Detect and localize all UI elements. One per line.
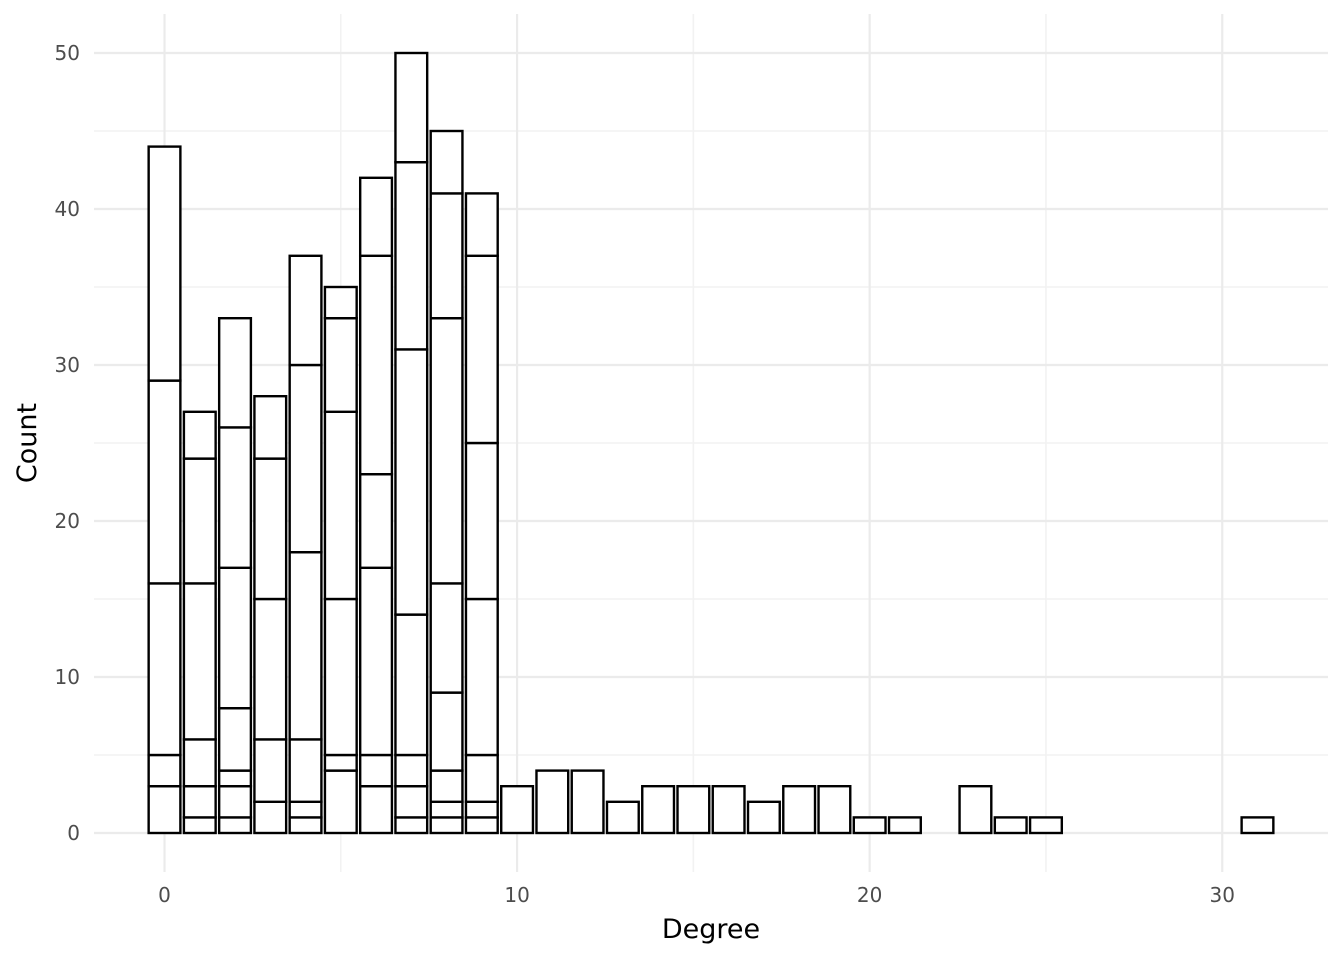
bar-segment <box>1028 816 1064 835</box>
bar-segment <box>429 816 464 835</box>
bar-segment <box>288 254 323 367</box>
bar-segment <box>500 785 535 835</box>
bar-segment <box>429 129 464 195</box>
bar-segment <box>323 317 358 414</box>
bar-segment <box>147 785 182 835</box>
bar-segment <box>394 348 429 616</box>
y-tick-label: 10 <box>55 665 80 689</box>
bar-segment <box>429 769 464 803</box>
bar-segment <box>394 816 429 835</box>
bar-segment <box>217 707 253 772</box>
bar-segment <box>288 800 323 819</box>
bar-segment <box>217 816 253 835</box>
bars <box>147 51 1275 835</box>
bar-segment <box>253 738 288 804</box>
bar-segment <box>323 769 358 835</box>
bar-segment <box>182 816 217 835</box>
bar-segment <box>394 160 429 351</box>
bar-segment <box>394 51 429 164</box>
bar-segment <box>288 363 323 554</box>
y-tick-label: 20 <box>55 509 80 533</box>
bar-segment <box>464 597 499 757</box>
bar-segment <box>358 254 394 476</box>
y-tick-label: 30 <box>55 353 80 377</box>
bar-segment <box>429 691 464 772</box>
bar-segment <box>253 457 288 601</box>
bar-segment <box>182 582 217 741</box>
bar-segment <box>217 769 253 788</box>
bar-segment <box>535 769 570 835</box>
bar-segment <box>182 785 217 819</box>
y-axis-title: Count <box>12 403 43 483</box>
bar-segment <box>182 457 217 585</box>
bar-segment <box>711 785 746 835</box>
bar-segment <box>288 551 323 741</box>
bar-segment <box>217 426 253 569</box>
bar-segment <box>429 317 464 585</box>
x-tick-label: 10 <box>504 883 529 907</box>
bar-segment <box>217 566 253 710</box>
x-axis-title: Degree <box>662 914 760 945</box>
bar-segment <box>288 738 323 804</box>
bar-segment <box>429 582 464 694</box>
bar-segment <box>358 566 394 757</box>
bar-segment <box>358 785 394 835</box>
bar-segment <box>464 254 499 445</box>
bar-segment <box>182 410 217 460</box>
bar-segment <box>852 816 887 835</box>
bar-segment <box>147 379 182 585</box>
bar-segment <box>288 816 323 835</box>
bar-segment <box>182 738 217 788</box>
bar-segment <box>464 441 499 601</box>
tick-labels: 0 10 20 30 0 10 20 30 40 50 <box>55 41 1235 907</box>
x-tick-label: 30 <box>1210 883 1235 907</box>
bar-segment <box>429 800 464 819</box>
bar-segment <box>323 597 358 757</box>
bar-segment <box>147 582 182 757</box>
x-tick-label: 20 <box>857 883 882 907</box>
bar-segment <box>323 285 358 320</box>
bar-segment <box>887 816 922 835</box>
bar-segment <box>147 145 182 382</box>
bar-segment <box>641 785 676 835</box>
bar-segment <box>253 395 288 460</box>
bar-segment <box>253 800 288 835</box>
bar-segment <box>217 317 253 429</box>
bar-segment <box>464 800 499 819</box>
bar-segment <box>782 785 817 835</box>
bar-segment <box>746 800 781 835</box>
bar-segment <box>358 753 394 788</box>
bar-segment <box>394 613 429 757</box>
bar-segment <box>147 753 182 788</box>
bar-segment <box>605 800 640 835</box>
y-tick-label: 50 <box>55 41 80 65</box>
bar-segment <box>817 785 852 835</box>
bar-segment <box>958 785 993 835</box>
bar-segment <box>464 192 499 257</box>
bar-segment <box>323 753 358 772</box>
bar-segment <box>676 785 711 835</box>
bar-segment <box>429 192 464 320</box>
x-tick-label: 0 <box>158 883 171 907</box>
y-tick-label: 0 <box>67 821 80 845</box>
bar-segment <box>464 816 499 835</box>
bar-segment <box>217 785 253 819</box>
bar-segment <box>464 753 499 803</box>
bar-segment <box>358 176 394 258</box>
bar-segment <box>323 410 358 601</box>
bar-segment <box>1240 816 1275 835</box>
bar-segment <box>394 753 429 788</box>
bar-segment <box>394 785 429 819</box>
bar-segment <box>993 816 1028 835</box>
bar-segment <box>358 473 394 570</box>
bar-segment <box>253 597 288 741</box>
bar-segment <box>570 769 605 835</box>
y-tick-label: 40 <box>55 197 80 221</box>
